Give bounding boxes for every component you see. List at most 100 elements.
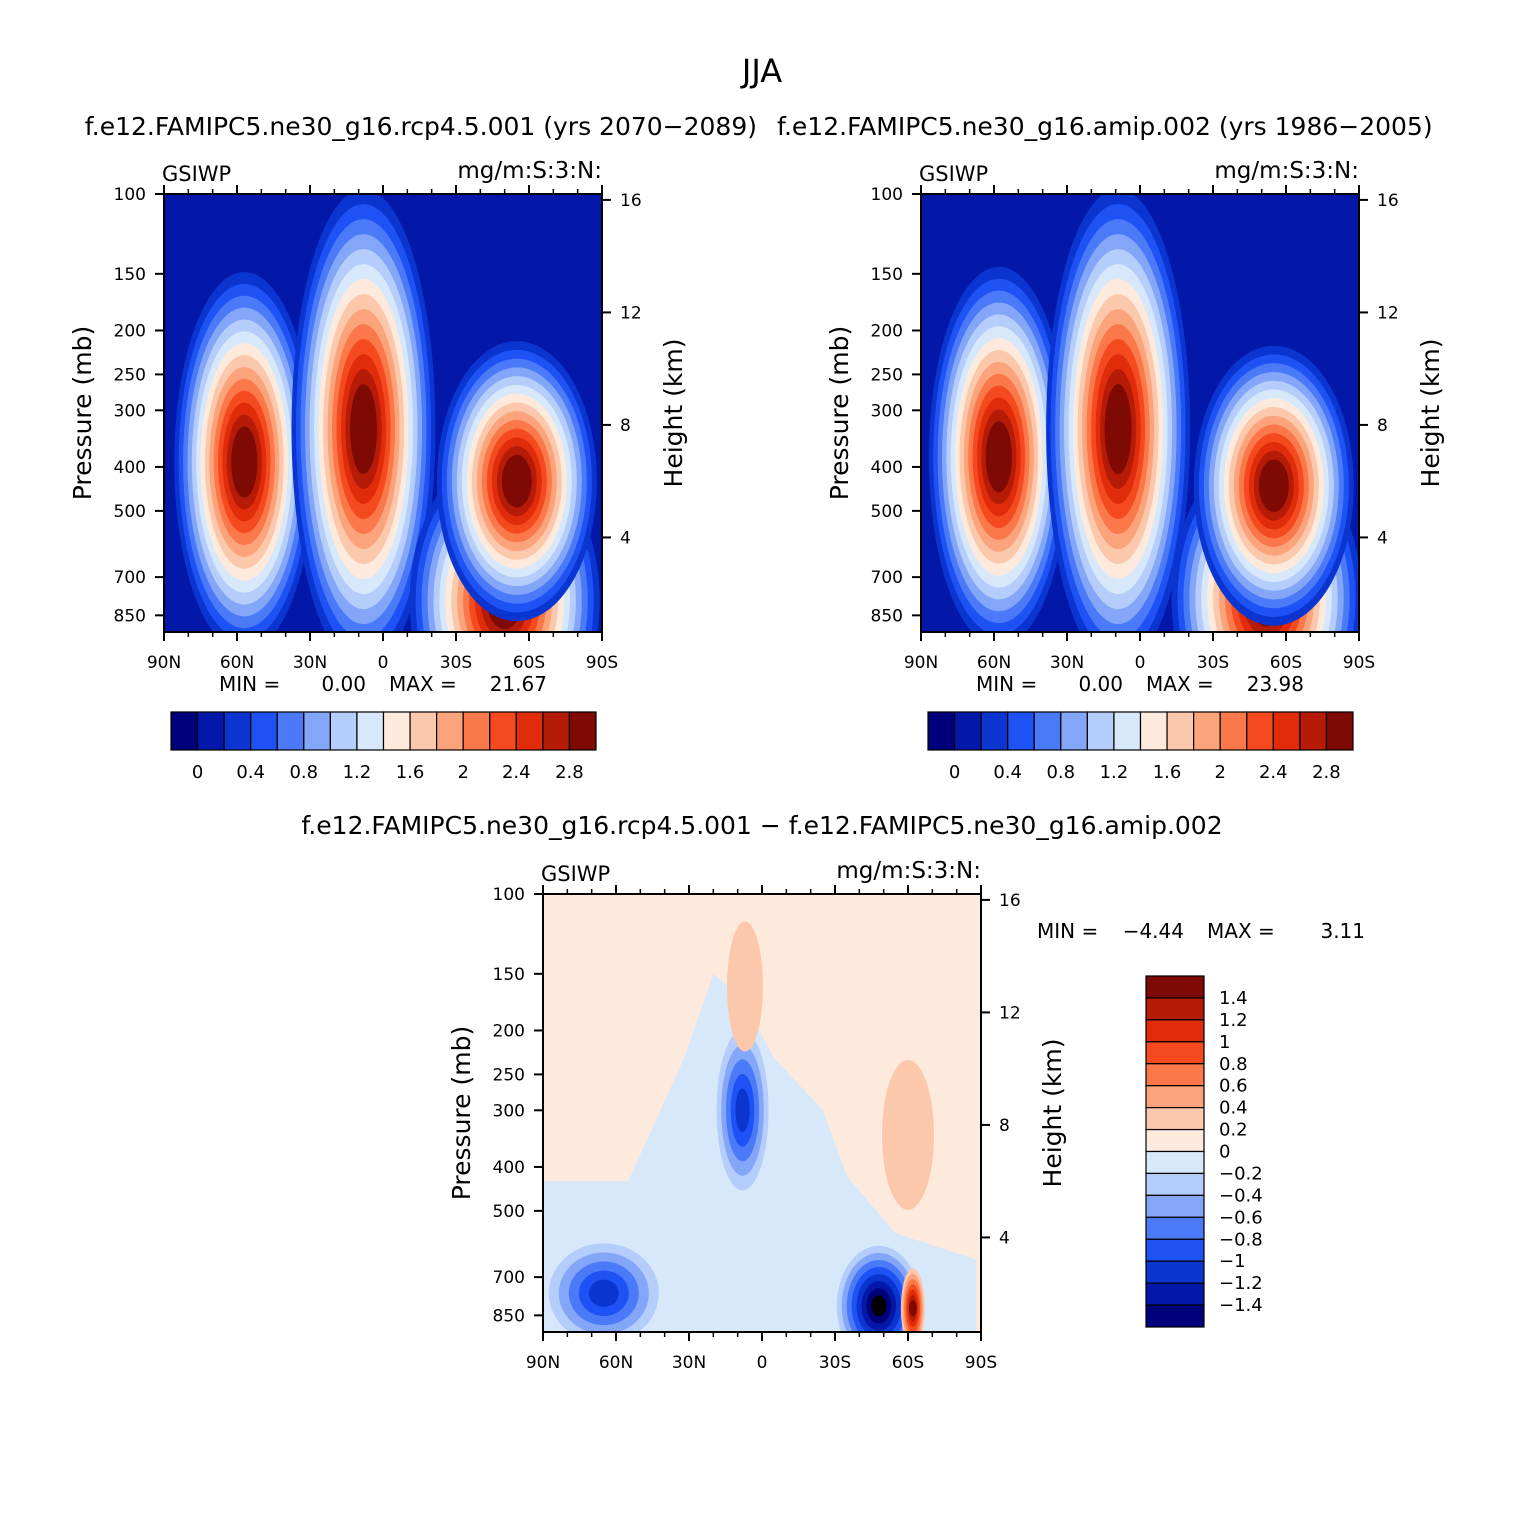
colorbar-box bbox=[953, 711, 982, 751]
colorbar-box bbox=[1193, 711, 1221, 751]
y2-tick-label: 16 bbox=[999, 891, 1021, 911]
colorbar-box bbox=[196, 711, 225, 751]
colorbar-box bbox=[1113, 711, 1142, 751]
colorbar-box bbox=[927, 711, 956, 751]
colorbar-box bbox=[1145, 1260, 1205, 1284]
colorbar-label: 0 bbox=[1219, 1142, 1230, 1163]
contour-field bbox=[164, 194, 602, 632]
colorbar-label: 0.4 bbox=[1219, 1098, 1248, 1119]
colorbar-box bbox=[409, 711, 438, 751]
colorbar-box bbox=[1219, 711, 1248, 751]
y-tick-label: 200 bbox=[493, 1021, 525, 1041]
y2-tick-label: 8 bbox=[620, 416, 631, 436]
contour-level bbox=[726, 921, 763, 1052]
max-label: MAX = bbox=[389, 672, 457, 696]
min-value: 0.00 bbox=[1078, 672, 1123, 696]
colorbar-label: 1.2 bbox=[1100, 762, 1129, 783]
contour-level bbox=[882, 1059, 934, 1210]
max-value: 3.11 bbox=[1320, 919, 1365, 943]
x-tick-label: 30S bbox=[819, 1353, 851, 1373]
y-tick-label: 400 bbox=[493, 1158, 525, 1178]
contour-level bbox=[588, 1279, 619, 1307]
colorbar-label: −0.2 bbox=[1219, 1163, 1263, 1184]
colorbar-label: 1.2 bbox=[1219, 1010, 1248, 1031]
x-tick-label: 0 bbox=[378, 653, 389, 673]
colorbar-label: 0.8 bbox=[1046, 762, 1075, 783]
contour-field bbox=[921, 194, 1359, 632]
y-tick-label: 400 bbox=[871, 458, 903, 478]
colorbar-label: 2.4 bbox=[1259, 762, 1288, 783]
x-tick-label: 60N bbox=[599, 1353, 633, 1373]
colorbar-label: 0.4 bbox=[993, 762, 1022, 783]
min-value: −4.44 bbox=[1123, 919, 1184, 943]
y-tick-label: 400 bbox=[114, 458, 146, 478]
min-label: MIN = bbox=[1037, 919, 1098, 943]
y-tick-label: 500 bbox=[871, 502, 903, 522]
contour-level bbox=[350, 384, 378, 475]
y-tick-label: 700 bbox=[493, 1268, 525, 1288]
colorbar-box bbox=[568, 711, 597, 751]
colorbar-label: −1 bbox=[1219, 1251, 1246, 1272]
y-tick-label: 100 bbox=[114, 185, 146, 205]
colorbar-label: 0.2 bbox=[1219, 1120, 1248, 1141]
colorbar-label: 2.4 bbox=[502, 762, 531, 783]
contour-level bbox=[735, 1088, 750, 1133]
right-corner-label: mg/m:S:3:N: bbox=[457, 158, 602, 184]
right-corner-label: mg/m:S:3:N: bbox=[1214, 158, 1359, 184]
colorbar-box bbox=[223, 711, 252, 751]
y-tick-label: 850 bbox=[493, 1306, 525, 1326]
x-tick-label: 60N bbox=[220, 653, 254, 673]
colorbar-box bbox=[1145, 1172, 1205, 1196]
colorbar-box bbox=[1145, 1194, 1205, 1218]
y-tick-label: 500 bbox=[493, 1202, 525, 1222]
y2-tick-label: 4 bbox=[999, 1228, 1010, 1248]
colorbar-box bbox=[1145, 1128, 1205, 1153]
y2-tick-label: 8 bbox=[1377, 416, 1388, 436]
y-tick-label: 150 bbox=[493, 965, 525, 985]
colorbar-label: 1.6 bbox=[1153, 762, 1182, 783]
colorbar-box bbox=[382, 711, 411, 751]
x-tick-label: 90S bbox=[586, 653, 618, 673]
right-corner-label: mg/m:S:3:N: bbox=[836, 858, 981, 884]
y-axis-title: Pressure (mb) bbox=[447, 1026, 476, 1200]
left-corner-label: GSIWP bbox=[919, 162, 988, 186]
contour-level bbox=[871, 1295, 887, 1317]
colorbar-box bbox=[542, 711, 571, 751]
colorbar-box bbox=[1145, 1019, 1205, 1043]
max-label: MAX = bbox=[1207, 919, 1275, 943]
colorbar-label: 1.2 bbox=[343, 762, 372, 783]
colorbar-box bbox=[1145, 1085, 1205, 1109]
colorbar-box bbox=[1272, 711, 1301, 751]
colorbar-box bbox=[276, 711, 305, 751]
y2-axis-title: Height (km) bbox=[1038, 1039, 1067, 1188]
colorbar-box bbox=[515, 711, 544, 751]
colorbar-label: 0 bbox=[949, 762, 960, 783]
colorbar-box bbox=[980, 711, 1009, 751]
colorbar-label: 2.8 bbox=[1312, 762, 1341, 783]
colorbar-label: 0.4 bbox=[236, 762, 265, 783]
y2-tick-label: 12 bbox=[620, 303, 642, 323]
y-tick-label: 300 bbox=[114, 401, 146, 421]
panel-future: f.e12.FAMIPC5.ne30_g16.rcp4.5.001 (yrs 2… bbox=[68, 112, 757, 783]
colorbar-box bbox=[1145, 1041, 1205, 1065]
y-tick-label: 250 bbox=[114, 365, 146, 385]
colorbar-box bbox=[329, 711, 358, 751]
panel-title: f.e12.FAMIPC5.ne30_g16.rcp4.5.001 − f.e1… bbox=[301, 811, 1222, 840]
min-value: 0.00 bbox=[321, 672, 366, 696]
colorbar-box bbox=[1139, 711, 1168, 751]
y-tick-label: 300 bbox=[493, 1101, 525, 1121]
colorbar-label: −0.8 bbox=[1219, 1229, 1263, 1250]
colorbar-label: 1.4 bbox=[1219, 988, 1248, 1009]
y-tick-label: 850 bbox=[114, 606, 146, 626]
y2-tick-label: 8 bbox=[999, 1116, 1010, 1136]
colorbar-box bbox=[1166, 711, 1195, 751]
colorbar-box bbox=[1145, 975, 1205, 999]
x-tick-label: 60N bbox=[977, 653, 1011, 673]
y2-axis-title: Height (km) bbox=[659, 339, 688, 488]
colorbar-box bbox=[1145, 1282, 1205, 1306]
y-tick-label: 150 bbox=[871, 265, 903, 285]
colorbar-box bbox=[1145, 1107, 1205, 1131]
contour-level bbox=[985, 421, 1012, 493]
colorbar-label: 1 bbox=[1219, 1032, 1230, 1053]
left-corner-label: GSIWP bbox=[541, 862, 610, 886]
